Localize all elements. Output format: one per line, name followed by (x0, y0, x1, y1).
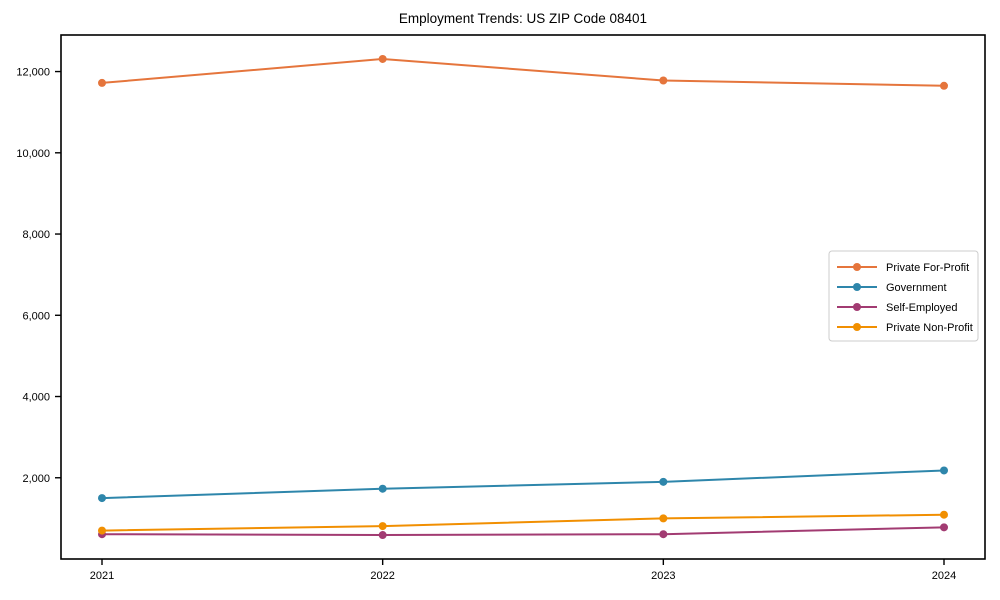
data-point-private-for-profit (378, 54, 387, 63)
data-point-private-for-profit (940, 81, 948, 90)
data-point-self-employed (659, 530, 668, 539)
data-point-self-employed (940, 523, 948, 532)
y-tick-label: 10,000 (16, 148, 50, 160)
y-tick-label: 2,000 (22, 473, 50, 485)
series-line-private-for-profit (101, 57, 945, 87)
plot-area: 2,000 4,000 6,000 8,000 10,000 12,000 2021 2022… (16, 34, 986, 582)
x-tick-label: 2024 (932, 570, 956, 582)
x-tick-label: 2023 (651, 570, 675, 582)
data-point-private-for-profit (659, 76, 668, 85)
y-tick-label: 4,000 (22, 392, 50, 404)
data-point-private-for-profit (98, 78, 106, 87)
legend-sample-marker (853, 303, 861, 311)
data-point-government (940, 466, 948, 475)
legend-sample-marker (853, 323, 861, 331)
chart-title: Employment Trends: US ZIP Code 08401 (399, 11, 647, 26)
legend-label: Private For-Profit (886, 262, 969, 274)
legend-box (828, 250, 979, 342)
data-point-self-employed (378, 531, 387, 540)
data-point-government (98, 494, 106, 503)
legend-sample-marker (853, 283, 861, 291)
x-tick-label: 2022 (370, 570, 394, 582)
series-line-private-non-profit (101, 513, 945, 532)
data-point-private-non-profit (659, 514, 668, 523)
x-tick-label: 2021 (90, 570, 114, 582)
data-point-government (659, 477, 668, 486)
legend-label: Private Non-Profit (886, 322, 973, 334)
series-line-self-employed (101, 526, 945, 537)
data-point-private-non-profit (98, 526, 106, 535)
y-tick-label: 6,000 (22, 310, 50, 322)
legend-label: Government (886, 282, 947, 294)
data-point-government (378, 484, 387, 493)
legend: Private For-Profit Government Self-Employe… (828, 250, 979, 342)
plot-border (60, 34, 986, 560)
legend-label: Self-Employed (886, 302, 958, 314)
y-tick-label: 8,000 (22, 229, 50, 241)
y-tick-label: 12,000 (16, 67, 50, 79)
data-point-private-non-profit (940, 510, 948, 519)
legend-sample-marker (853, 263, 861, 271)
data-point-private-non-profit (378, 522, 387, 531)
series-line-government (101, 469, 945, 500)
